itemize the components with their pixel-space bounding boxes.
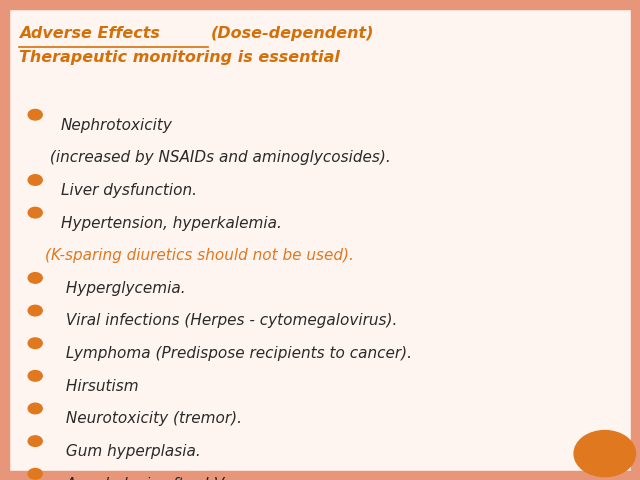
Text: Therapeutic monitoring is essential: Therapeutic monitoring is essential <box>19 50 340 65</box>
Text: Neurotoxicity (tremor).: Neurotoxicity (tremor). <box>61 411 242 426</box>
Text: Hirsutism: Hirsutism <box>61 379 138 394</box>
Text: Liver dysfunction.: Liver dysfunction. <box>61 183 197 198</box>
Text: Nephrotoxicity: Nephrotoxicity <box>61 118 173 132</box>
Text: Adverse Effects: Adverse Effects <box>19 26 166 41</box>
Text: (increased by NSAIDs and aminoglycosides).: (increased by NSAIDs and aminoglycosides… <box>45 150 390 165</box>
Text: Anaphylaxis after I.V.: Anaphylaxis after I.V. <box>61 477 227 480</box>
Text: Viral infections (Herpes - cytomegalovirus).: Viral infections (Herpes - cytomegalovir… <box>61 313 397 328</box>
Text: Gum hyperplasia.: Gum hyperplasia. <box>61 444 200 459</box>
Text: (Dose-dependent): (Dose-dependent) <box>211 26 374 41</box>
Text: Hyperglycemia.: Hyperglycemia. <box>61 281 186 296</box>
Text: Lymphoma (Predispose recipients to cancer).: Lymphoma (Predispose recipients to cance… <box>61 346 412 361</box>
Text: (K-sparing diuretics should not be used).: (K-sparing diuretics should not be used)… <box>45 248 354 263</box>
Text: Hypertension, hyperkalemia.: Hypertension, hyperkalemia. <box>61 216 282 230</box>
